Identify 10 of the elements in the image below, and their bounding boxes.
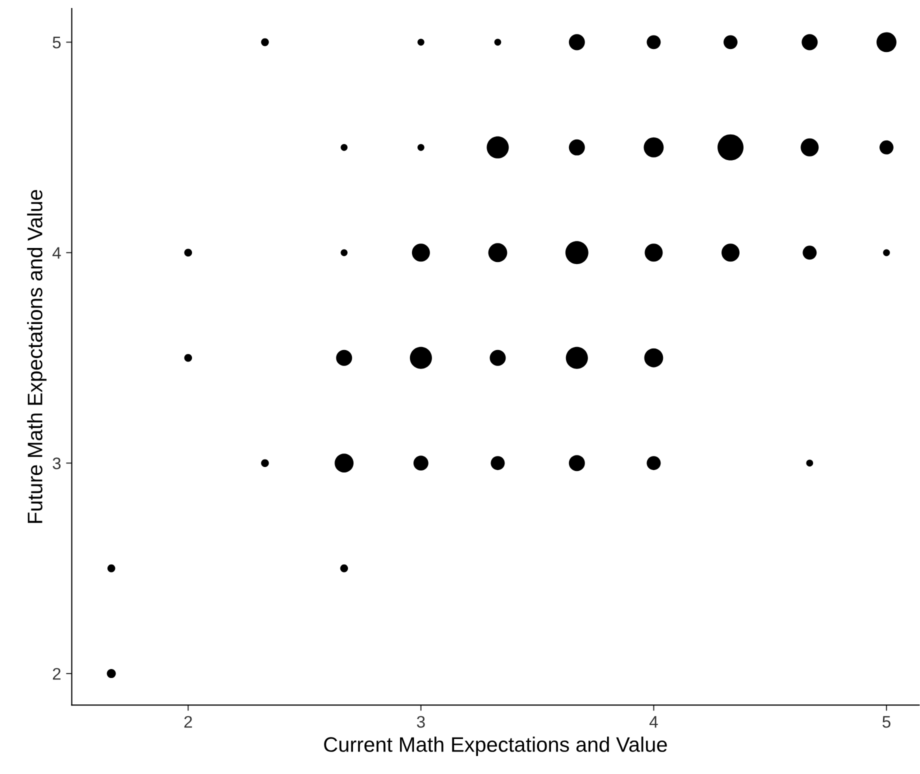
x-tick-label: 4 [649,716,658,728]
y-tick-label: 3 [52,457,61,470]
x-axis-title: Current Math Expectations and Value [324,736,667,756]
y-tick-label: 2 [52,668,61,680]
x-tick-label: 3 [416,716,425,728]
y-tick-label: 5 [52,36,61,48]
x-tick-label: 5 [882,716,890,728]
y-axis-title: Future Math Expectations and Value [27,190,47,523]
y-tick-label: 4 [52,247,61,259]
x-tick-label: 2 [184,716,192,728]
